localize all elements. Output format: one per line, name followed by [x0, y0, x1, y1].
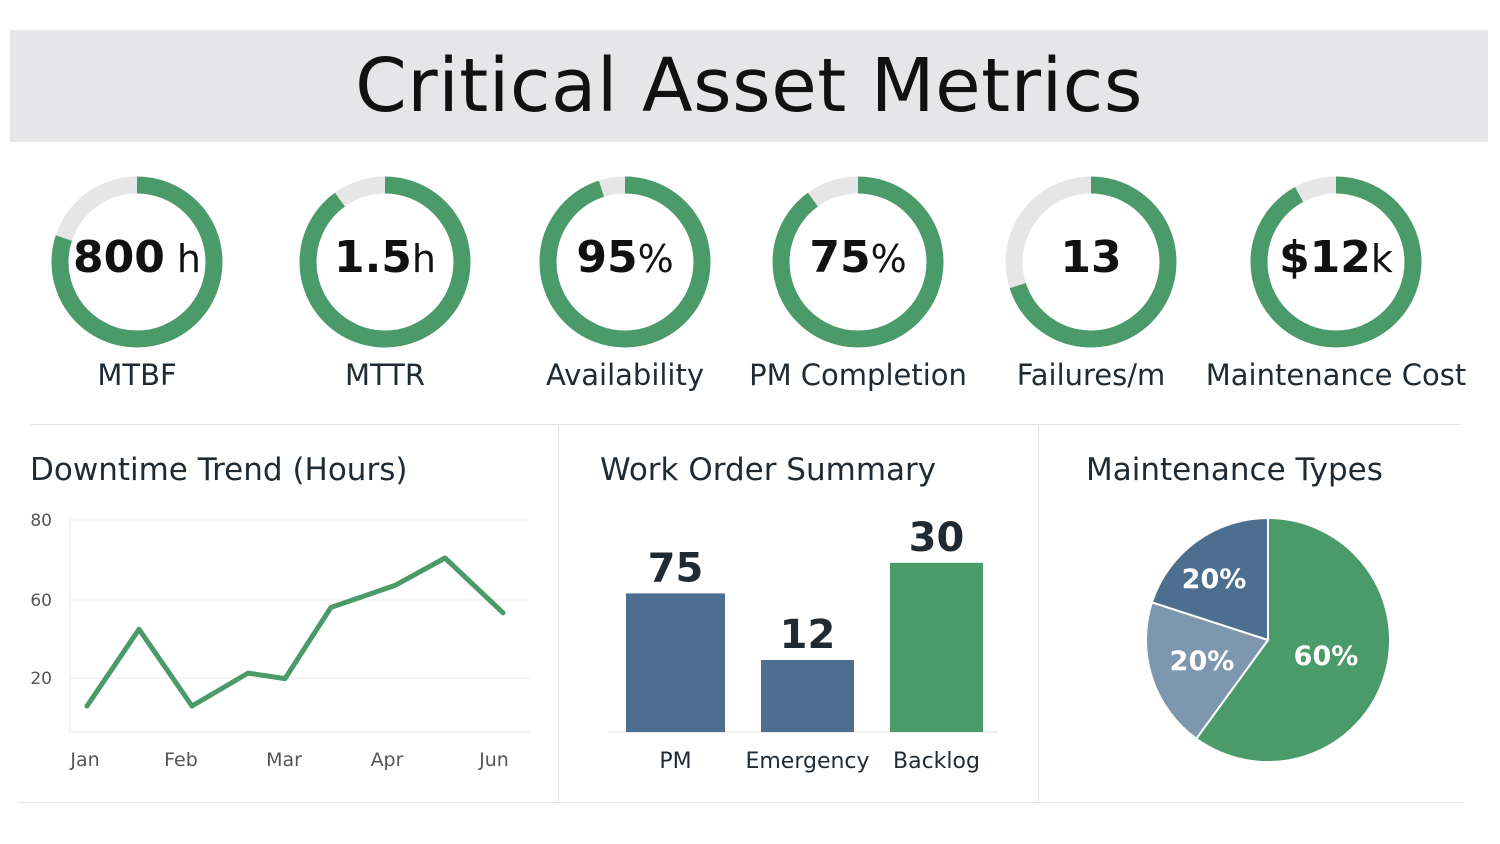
- category-label: PM: [659, 749, 691, 774]
- kpi-label: MTBF: [97, 358, 177, 392]
- x-tick-label: Apr: [371, 749, 404, 771]
- kpi-value: 75%: [809, 232, 907, 283]
- pie-slice: [1150, 516, 1269, 642]
- page-title: Critical Asset Metrics: [355, 43, 1143, 129]
- pie-slice: [1145, 601, 1270, 741]
- work-order-summary-chart: 75 PM 12 Emergency 30 Backlog: [608, 520, 998, 774]
- pie-slice-label: 20%: [1182, 564, 1247, 595]
- bar: [761, 660, 854, 732]
- bar-value-label: 75: [648, 545, 704, 591]
- bar-value-label: 30: [909, 520, 965, 561]
- divider: [18, 802, 1463, 803]
- kpi-label: Availability: [545, 358, 705, 392]
- title-bar: Critical Asset Metrics: [10, 30, 1488, 142]
- divider: [558, 424, 559, 802]
- x-tick-label: Jan: [69, 749, 99, 771]
- y-tick-label: 80: [30, 511, 52, 531]
- kpi-label: Maintenance Cost: [1205, 358, 1467, 392]
- divider: [30, 424, 1460, 425]
- kpi-mttr: 1.5h MTTR: [265, 172, 505, 392]
- pie-slice-label: 20%: [1170, 646, 1235, 677]
- pie-slice-label: 60%: [1294, 641, 1359, 672]
- kpi-gauge: [299, 176, 471, 348]
- gauge-fill: [1250, 176, 1422, 348]
- kpi-value: 95%: [576, 232, 674, 283]
- kpi-gauge: [51, 176, 223, 348]
- kpi-gauge: [539, 176, 711, 348]
- kpi-value: 1.5h: [333, 232, 437, 283]
- x-tick-label: Feb: [164, 749, 198, 771]
- work-order-summary-title: Work Order Summary: [600, 452, 937, 488]
- y-tick-label: 60: [30, 591, 52, 611]
- kpi-availability: 95% Availability: [505, 172, 745, 392]
- x-tick-label: Jun: [478, 749, 509, 771]
- kpi-failures: 13 Failures/m: [971, 172, 1211, 392]
- kpi-pm-completion: 75% PM Completion: [738, 172, 978, 392]
- gauge-fill: [539, 176, 711, 348]
- kpi-value: 800 h: [72, 232, 202, 283]
- bar: [626, 593, 725, 732]
- kpi-value: 13: [1060, 232, 1122, 283]
- divider: [1038, 424, 1039, 802]
- kpi-label: PM Completion: [749, 358, 967, 392]
- gauge-fill: [1005, 176, 1177, 348]
- kpi-value: $12k: [1279, 232, 1393, 283]
- kpi-label: Failures/m: [1016, 358, 1166, 392]
- kpi-label: MTTR: [344, 358, 426, 392]
- downtime-trend-title: Downtime Trend (Hours): [30, 452, 408, 488]
- bar-value-label: 12: [780, 612, 836, 658]
- bar: [890, 562, 983, 732]
- pie-slice: [1194, 516, 1391, 763]
- kpi-maintenance-cost: $12k Maintenance Cost: [1206, 172, 1466, 392]
- gauge-fill: [51, 176, 223, 348]
- kpi-mtbf: 800 h MTBF: [17, 172, 257, 392]
- x-tick-label: Mar: [266, 749, 302, 771]
- category-label: Backlog: [893, 749, 980, 774]
- category-label: Emergency: [745, 749, 869, 774]
- series-line: [84, 555, 506, 709]
- kpi-gauge: [1250, 176, 1422, 348]
- kpi-gauge: [1005, 176, 1177, 348]
- kpi-gauge: [772, 176, 944, 348]
- y-tick-label: 20: [30, 669, 52, 689]
- maintenance-types-title: Maintenance Types: [1086, 452, 1383, 488]
- gauge-fill: [772, 176, 944, 348]
- maintenance-types-chart: 60% 20% 20%: [1145, 516, 1391, 763]
- gauge-fill: [299, 176, 471, 348]
- downtime-trend-chart: 80 60 20 Jan Feb Mar Apr Jun: [30, 511, 530, 771]
